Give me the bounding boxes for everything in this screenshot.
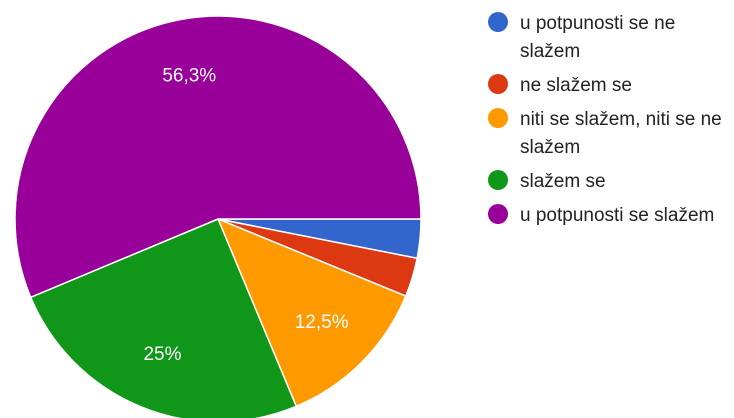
legend-swatch-icon — [488, 12, 508, 32]
legend-swatch-icon — [488, 108, 508, 128]
legend-item-1: u potpunosti se ne slažem — [488, 10, 728, 66]
pie-slices — [14, 15, 422, 418]
legend: u potpunosti se ne slažem ne slažem se nit… — [488, 10, 728, 236]
legend-item-4: slažem se — [488, 168, 728, 196]
pie-label-4: 25% — [143, 344, 181, 365]
legend-swatch-icon — [488, 170, 508, 190]
legend-item-3: niti se slažem, niti se ne slažem — [488, 106, 728, 162]
pie-label-5: 56,3% — [162, 66, 216, 87]
legend-swatch-icon — [488, 204, 508, 224]
pie-chart: 12,5% 25% 56,3% — [14, 15, 422, 418]
pie-slice-4 — [29, 218, 298, 418]
legend-item-2: ne slažem se — [488, 72, 728, 100]
legend-label: ne slažem se — [520, 75, 632, 96]
legend-label: slažem se — [520, 171, 606, 192]
pie-slice-5 — [14, 15, 422, 299]
pie-slice-3 — [216, 217, 407, 408]
legend-swatch-icon — [488, 74, 508, 94]
legend-label: u potpunosti se slažem — [520, 205, 715, 226]
legend-label: niti se slažem, niti se ne slažem — [520, 109, 722, 158]
legend-item-5: u potpunosti se slažem — [488, 202, 728, 230]
legend-label: u potpunosti se ne slažem — [520, 13, 676, 62]
pie-labels: 12,5% 25% 56,3% — [143, 66, 348, 366]
pie-label-3: 12,5% — [295, 312, 349, 333]
